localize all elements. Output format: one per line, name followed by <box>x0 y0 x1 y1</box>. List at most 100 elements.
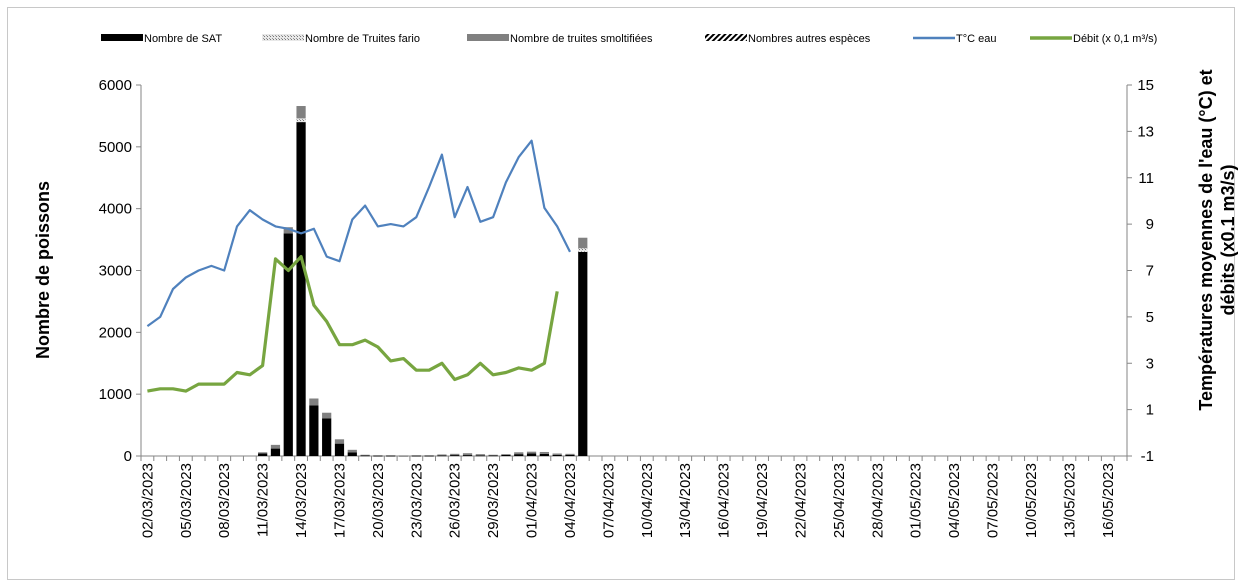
x-tick-label: 04/04/2023 <box>562 463 579 538</box>
x-tick-label: 17/03/2023 <box>331 463 348 538</box>
bar-smolt <box>270 444 281 449</box>
bar-sat <box>270 448 281 456</box>
y-right-tick-label: 7 <box>1146 263 1154 280</box>
legend-swatch-autres <box>705 34 747 41</box>
y-left-tick-label: 3000 <box>99 263 132 280</box>
legend-swatch-sat <box>101 34 143 41</box>
y-right-tick-label: 11 <box>1138 170 1154 187</box>
y-left-tick-label: 1000 <box>99 386 132 403</box>
bar-smolt <box>539 451 549 454</box>
bar-smolt <box>450 453 460 456</box>
y-left-tick-label: 5000 <box>99 139 132 156</box>
y-right-tick-label: 5 <box>1146 309 1154 326</box>
legend-label-fario: Nombre de Truites fario <box>305 33 420 45</box>
y-axis-left-title: Nombre de poissons <box>33 181 53 359</box>
bar-smolt <box>334 439 345 444</box>
legend-label-smolt: Nombre de truites smoltifiées <box>510 33 653 45</box>
x-tick-label: 16/05/2023 <box>1100 463 1117 538</box>
y-axis-right-title-line1: Températures moyennes de l'eau (°C) et <box>1196 69 1216 410</box>
x-tick-label: 26/03/2023 <box>447 463 464 538</box>
bar-smolt <box>514 452 524 455</box>
bar-smolt <box>411 455 421 456</box>
bar-smolt <box>565 453 575 455</box>
bar-sat <box>565 454 575 456</box>
chart-frame <box>7 7 1235 580</box>
bar-smolt <box>258 452 268 454</box>
bar-sat <box>475 455 485 457</box>
bar-smolt <box>424 455 434 456</box>
bar-smolt <box>578 237 588 249</box>
bar-sat <box>424 455 434 457</box>
y-left-tick-label: 0 <box>124 448 132 465</box>
bar-sat <box>578 251 588 456</box>
y-right-tick-label: -1 <box>1141 448 1154 465</box>
y-left-tick-label: 4000 <box>99 201 132 218</box>
bar-sat <box>296 122 306 456</box>
bar-sat <box>347 452 357 456</box>
bar-sat <box>386 455 396 457</box>
bar-smolt <box>347 449 357 453</box>
y-left-tick-label: 6000 <box>99 77 132 94</box>
x-tick-label: 07/04/2023 <box>600 463 617 538</box>
bar-smolt <box>398 455 409 457</box>
x-tick-label: 10/04/2023 <box>639 463 656 538</box>
bar-sat <box>514 454 524 456</box>
bar-sat <box>411 455 421 457</box>
legend-swatch-fario <box>262 34 304 41</box>
bar-smolt <box>552 453 562 455</box>
bar-smolt <box>373 455 383 456</box>
x-tick-label: 14/03/2023 <box>293 463 310 538</box>
x-tick-label: 29/03/2023 <box>485 463 502 538</box>
x-tick-label: 22/04/2023 <box>792 463 809 538</box>
bar-sat <box>258 453 268 456</box>
bar-fario <box>296 118 306 123</box>
legend-label-debit: Débit (x 0,1 m³/s) <box>1073 33 1157 45</box>
bar-smolt <box>501 454 511 455</box>
x-tick-label: 19/04/2023 <box>754 463 771 538</box>
x-tick-label: 07/05/2023 <box>985 463 1002 538</box>
bar-smolt <box>437 454 447 456</box>
bar-smolt <box>462 453 473 456</box>
x-tick-label: 10/05/2023 <box>1023 463 1040 538</box>
x-tick-label: 23/03/2023 <box>408 463 425 538</box>
bar-smolt <box>296 106 306 119</box>
y-right-tick-label: 13 <box>1137 123 1154 140</box>
x-tick-label: 11/03/2023 <box>255 463 272 537</box>
bar-smolt <box>386 455 396 456</box>
debit-line <box>147 255 559 393</box>
bar-sat <box>501 454 511 456</box>
bar-sat <box>334 443 345 456</box>
legend-label-temp: T°C eau <box>956 33 996 45</box>
x-tick-label: 25/04/2023 <box>831 463 848 538</box>
bar-fario <box>578 248 588 252</box>
x-tick-label: 04/05/2023 <box>946 463 963 538</box>
x-tick-label: 13/05/2023 <box>1061 463 1078 538</box>
bar-smolt <box>309 398 319 406</box>
x-tick-label: 28/04/2023 <box>869 463 886 538</box>
bar-sat <box>309 405 319 456</box>
y-right-tick-label: 3 <box>1146 355 1154 372</box>
bar-sat <box>488 455 498 457</box>
bar-smolt <box>360 454 370 456</box>
bar-sat <box>539 453 549 456</box>
y-right-tick-label: 9 <box>1146 216 1154 233</box>
y-axis-right-title-line2: débits (x0.1 m3/s) <box>1218 164 1238 315</box>
x-tick-label: 08/03/2023 <box>216 463 233 538</box>
bar-smolt <box>526 451 537 454</box>
x-tick-label: 05/03/2023 <box>178 463 195 538</box>
legend-label-autres: Nombres autres espèces <box>748 33 871 45</box>
legend-label-sat: Nombre de SAT <box>144 33 222 45</box>
bar-sat <box>360 455 370 457</box>
bar-sat <box>322 418 332 456</box>
bar-smolt <box>488 454 498 456</box>
x-tick-label: 01/05/2023 <box>908 463 925 538</box>
x-tick-label: 13/04/2023 <box>677 463 694 538</box>
bar-sat <box>526 453 537 456</box>
y-right-tick-label: 15 <box>1137 77 1154 94</box>
bar-sat <box>373 455 383 457</box>
y-right-tick-label: 1 <box>1146 402 1154 419</box>
bar-smolt <box>322 412 332 419</box>
bar-sat <box>552 454 562 456</box>
bar-sat <box>437 455 447 457</box>
